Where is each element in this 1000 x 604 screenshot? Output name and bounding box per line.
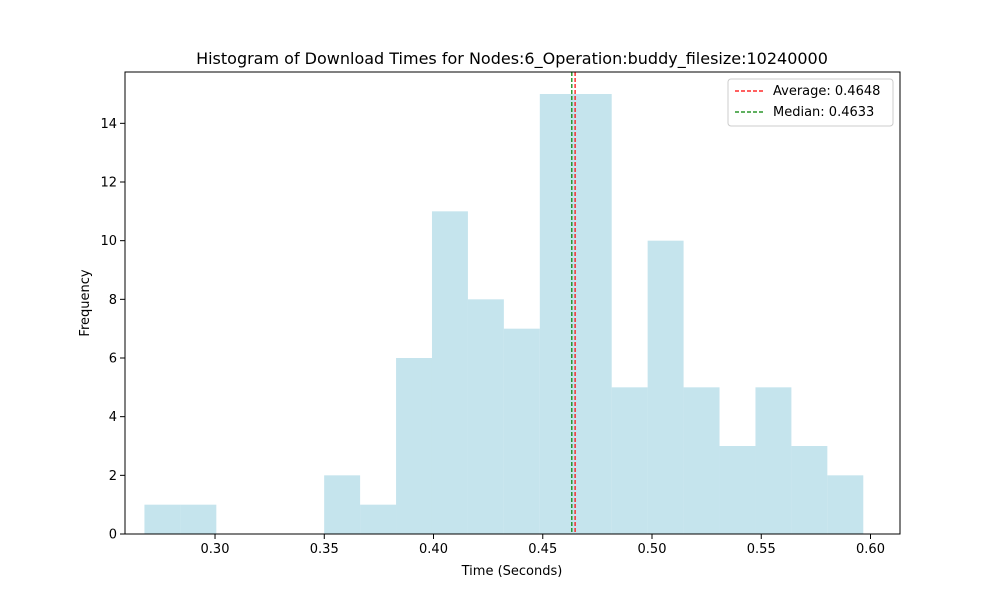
x-tick-label: 0.30 — [201, 542, 230, 557]
histogram-bar — [503, 328, 540, 534]
x-tick-label: 0.45 — [528, 542, 557, 557]
plot-area-frame — [124, 71, 901, 535]
histogram-bar — [683, 387, 720, 534]
legend-median-label: Median: 0.4633 — [773, 105, 874, 120]
histogram-bar — [755, 387, 792, 534]
legend: Average: 0.4648 Median: 0.4633 — [727, 78, 894, 127]
histogram-bar — [719, 446, 756, 534]
x-tick-label: 0.50 — [638, 542, 667, 557]
histogram-bar — [827, 475, 864, 534]
y-axis-ticks: 0 2 4 6 8 10 12 14 — [100, 117, 125, 543]
chart-title: Histogram of Download Times for Nodes:6_… — [196, 49, 828, 69]
histogram-bar — [611, 387, 648, 534]
x-axis-ticks: 0.30 0.35 0.40 0.45 0.50 0.55 0.60 — [201, 534, 885, 557]
y-tick-label: 12 — [100, 176, 117, 191]
histogram-bar — [360, 504, 397, 534]
histogram-bar — [467, 299, 504, 534]
y-tick-label: 0 — [109, 528, 117, 543]
y-axis-label: Frequency — [78, 269, 93, 336]
histogram-bar — [791, 446, 828, 534]
y-tick-label: 14 — [100, 117, 117, 132]
histogram-bar — [575, 94, 612, 534]
histogram-bar — [396, 358, 432, 534]
y-tick-label: 4 — [109, 410, 117, 425]
y-tick-label: 2 — [109, 469, 117, 484]
bars-layer — [144, 94, 864, 535]
legend-average-label: Average: 0.4648 — [773, 84, 880, 99]
y-tick-label: 8 — [109, 293, 117, 308]
histogram-bar — [539, 94, 576, 534]
x-tick-label: 0.35 — [310, 542, 339, 557]
histogram-bar — [324, 475, 361, 534]
x-axis-label: Time (Seconds) — [461, 564, 563, 579]
y-tick-label: 6 — [109, 352, 117, 367]
histogram-bar — [647, 240, 684, 534]
reference-lines-layer — [571, 72, 576, 534]
x-tick-label: 0.40 — [419, 542, 448, 557]
histogram-bar — [431, 211, 468, 535]
histogram-bar — [144, 504, 181, 534]
y-tick-label: 10 — [100, 234, 117, 249]
histogram-bar — [180, 504, 217, 534]
x-tick-label: 0.60 — [856, 542, 885, 557]
x-tick-label: 0.55 — [747, 542, 776, 557]
legend-box — [727, 78, 894, 127]
